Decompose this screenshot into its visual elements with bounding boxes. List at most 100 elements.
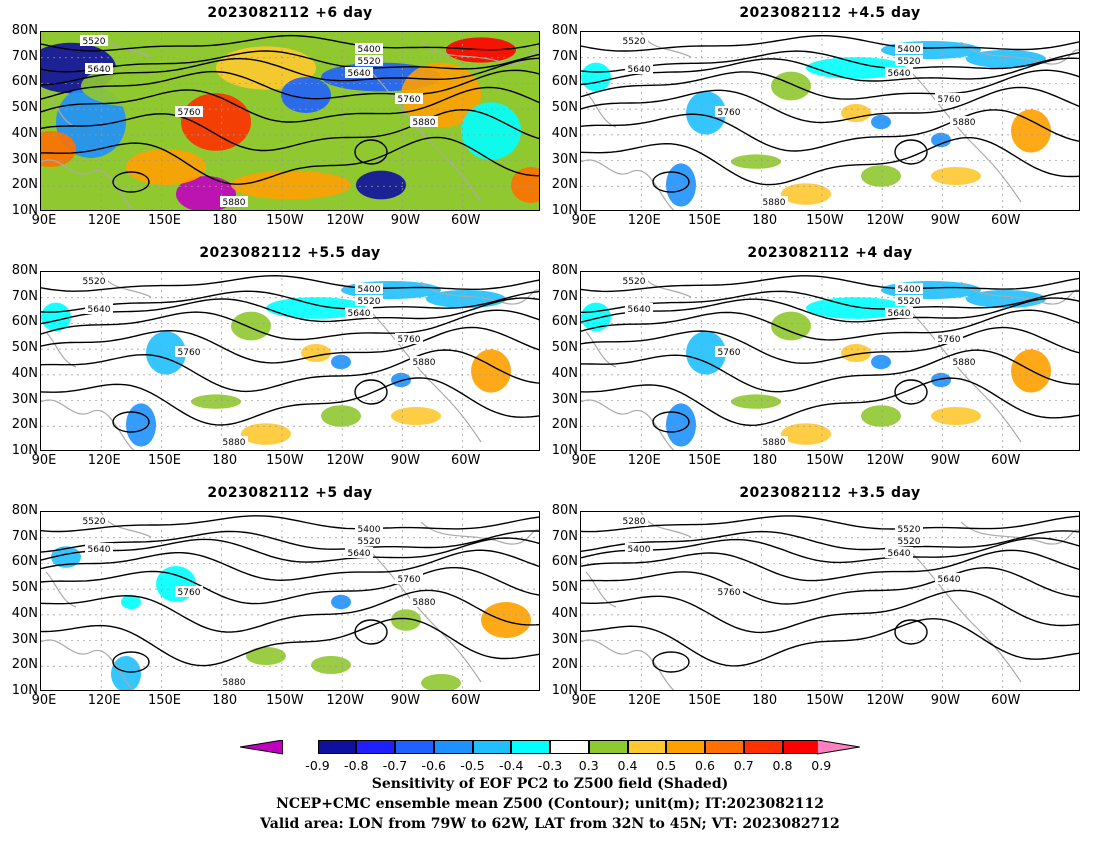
contour-label: 5640 bbox=[625, 303, 653, 315]
lat-label: 50N bbox=[11, 100, 38, 116]
sensitivity-shade bbox=[931, 407, 981, 425]
height-contour bbox=[581, 275, 1079, 293]
panel-title: 2023082112 +5 day bbox=[207, 485, 373, 501]
sensitivity-shade bbox=[331, 594, 351, 610]
colorbar-segment bbox=[511, 740, 550, 754]
map-canvas: 5520 5640 5400 5520 5640 5760 5760 5880 5880 bbox=[41, 32, 539, 210]
lat-label: 20N bbox=[551, 177, 578, 193]
contour-label: 5400 bbox=[895, 43, 923, 55]
contour-label: 5640 bbox=[935, 573, 963, 585]
height-contour bbox=[41, 515, 539, 533]
sensitivity-shade bbox=[126, 403, 156, 447]
lon-label: 60W bbox=[990, 453, 1021, 468]
sensitivity-shade bbox=[126, 149, 206, 185]
lon-label: 90W bbox=[390, 213, 421, 228]
svg-text:5400: 5400 bbox=[358, 525, 381, 535]
height-contour bbox=[581, 537, 1079, 564]
panel-title: 2023082112 +4.5 day bbox=[739, 5, 921, 21]
lon-label: 120E bbox=[627, 213, 661, 228]
height-contour bbox=[581, 309, 1079, 341]
height-contour bbox=[354, 619, 388, 645]
sensitivity-shade bbox=[871, 114, 891, 130]
lon-label: 90E bbox=[31, 453, 57, 468]
height-contour bbox=[41, 290, 539, 313]
colorbar-segment bbox=[433, 740, 473, 754]
colorbar-segment bbox=[782, 740, 822, 754]
contour-label: 5640 bbox=[885, 547, 913, 559]
colorbar-tick-label: 0.9 bbox=[811, 758, 832, 773]
lon-label: 150W bbox=[806, 213, 844, 228]
lat-label: 40N bbox=[551, 605, 578, 621]
lat-label: 70N bbox=[11, 288, 38, 304]
lat-label: 20N bbox=[11, 657, 38, 673]
lat-label: 50N bbox=[551, 340, 578, 356]
height-contour bbox=[41, 50, 539, 73]
colorbar-max-arrow bbox=[817, 740, 860, 755]
height-contour bbox=[581, 566, 1079, 605]
lat-label: 80N bbox=[11, 263, 38, 278]
sensitivity-shade bbox=[356, 170, 406, 200]
height-contour bbox=[581, 50, 1079, 73]
height-contour bbox=[41, 549, 539, 582]
sensitivity-shade bbox=[216, 46, 316, 90]
height-contour bbox=[41, 567, 539, 605]
sensitivity-shade bbox=[481, 602, 531, 638]
contour-label: 5520 bbox=[895, 55, 923, 67]
colorbar-tick-label: -0.9 bbox=[305, 758, 330, 773]
coastline bbox=[581, 639, 675, 690]
svg-text:5880: 5880 bbox=[763, 438, 786, 448]
lon-label: 180 bbox=[212, 693, 238, 708]
coastline bbox=[581, 159, 675, 210]
lon-label: 90W bbox=[930, 693, 961, 708]
lon-label: 90W bbox=[390, 453, 421, 468]
contour-label: 5640 bbox=[885, 67, 913, 79]
lon-label: 90E bbox=[571, 453, 597, 468]
height-contour bbox=[894, 379, 928, 405]
contour-label: 5880 bbox=[220, 436, 248, 448]
svg-text:5400: 5400 bbox=[358, 45, 381, 55]
svg-text:5640: 5640 bbox=[938, 575, 961, 585]
sensitivity-shade bbox=[301, 344, 331, 362]
contour-label: 5520 bbox=[895, 535, 923, 547]
contour-label: 5880 bbox=[410, 596, 438, 608]
svg-text:5640: 5640 bbox=[348, 309, 371, 319]
contour-label: 5880 bbox=[410, 116, 438, 128]
svg-text:5400: 5400 bbox=[898, 285, 921, 295]
lon-label: 120W bbox=[866, 213, 905, 228]
svg-text:5520: 5520 bbox=[358, 537, 381, 547]
height-contour bbox=[41, 326, 539, 364]
lon-label: 150E bbox=[687, 213, 721, 228]
contour-label: 5280 bbox=[620, 515, 648, 527]
panel-1: 2023082112 +6 day 5520 5640 5400 5520 5640 57… bbox=[0, 5, 540, 235]
height-contour bbox=[354, 139, 388, 165]
coastline bbox=[420, 521, 539, 545]
height-contour bbox=[581, 297, 1079, 323]
sensitivity-shade bbox=[871, 354, 891, 370]
lon-label: 150W bbox=[806, 453, 844, 468]
map-canvas: 5520 5640 5400 5520 5640 5760 5760 5880 5880 bbox=[41, 272, 539, 450]
map-canvas: 5520 5640 5400 5520 5640 5760 5760 5880 5880 bbox=[581, 272, 1079, 450]
height-contour bbox=[41, 57, 539, 86]
lat-label: 40N bbox=[551, 125, 578, 141]
lat-label: 10N bbox=[551, 443, 578, 458]
colorbar-tick-label: -0.3 bbox=[537, 758, 563, 773]
height-contour bbox=[581, 349, 1079, 393]
lat-label: 30N bbox=[11, 631, 38, 647]
height-contour bbox=[41, 274, 539, 292]
height-contour bbox=[41, 69, 539, 100]
sensitivity-shade bbox=[461, 102, 521, 160]
svg-text:5640: 5640 bbox=[88, 545, 111, 555]
contour-label: 5880 bbox=[410, 356, 438, 368]
sensitivity-shade bbox=[581, 62, 611, 92]
height-contour bbox=[41, 34, 539, 52]
contour-label: 5760 bbox=[175, 346, 203, 358]
lat-label: 80N bbox=[11, 23, 38, 38]
svg-text:5520: 5520 bbox=[898, 297, 921, 307]
lat-label: 20N bbox=[11, 177, 38, 193]
height-contour bbox=[581, 589, 1079, 634]
contour-label: 5880 bbox=[950, 116, 978, 128]
lat-label: 40N bbox=[11, 605, 38, 621]
height-contour bbox=[894, 619, 928, 645]
footer-line-1: Sensitivity of EOF PC2 to Z500 field (Sh… bbox=[371, 776, 729, 792]
colorbar-segment bbox=[743, 740, 783, 754]
